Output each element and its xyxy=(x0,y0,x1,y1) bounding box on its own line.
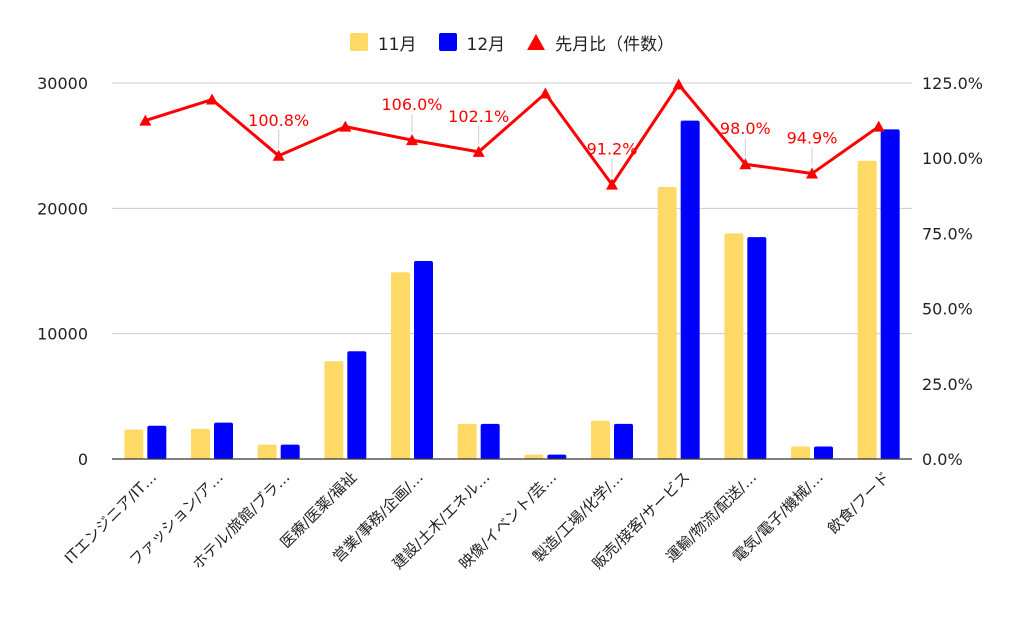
y-right-tick-label: 0.0% xyxy=(922,450,963,469)
bar-11 xyxy=(524,454,544,459)
y-right-tick-label: 125.0% xyxy=(922,74,983,93)
ratio-point-marker xyxy=(606,178,618,190)
ratio-point-marker xyxy=(672,78,685,90)
bar-12 xyxy=(480,423,500,459)
legend-label-ratio: 先月比（件数） xyxy=(555,34,675,55)
bar-12 xyxy=(214,422,233,459)
legend-item-nov[interactable]: 11月 xyxy=(349,30,417,55)
ratio-data-label: 98.0% xyxy=(720,119,771,138)
ratio-point-marker xyxy=(139,114,152,126)
bar-12 xyxy=(614,423,633,459)
legend-item-ratio[interactable]: 先月比（件数） xyxy=(527,30,674,55)
ratio-series-line xyxy=(144,83,880,187)
ratio-point-marker xyxy=(872,120,885,132)
bar-11 xyxy=(457,423,477,459)
bar-11 xyxy=(791,446,810,459)
ratio-point-marker xyxy=(739,158,752,170)
bar-11 xyxy=(591,420,610,459)
bar-12 xyxy=(547,454,567,459)
legend-label-nov: 11月 xyxy=(377,34,417,55)
y-left-tick-label: 20000 xyxy=(37,199,88,218)
bar-12 xyxy=(414,260,433,459)
bar-11 xyxy=(724,233,744,459)
y-right-tick-label: 25.0% xyxy=(922,375,973,394)
ratio-data-label: 94.9% xyxy=(787,129,838,148)
legend-swatch-dec xyxy=(438,33,457,51)
bar-11 xyxy=(124,429,144,459)
ratio-data-label: 100.8% xyxy=(248,111,309,130)
bar-11 xyxy=(857,160,877,459)
y-right-tick-label: 75.0% xyxy=(922,224,973,243)
y-right-tick-label: 50.0% xyxy=(922,300,973,319)
ratio-point-marker xyxy=(406,134,418,146)
y-left-tick-label: 10000 xyxy=(37,325,88,344)
bar-11 xyxy=(324,361,344,459)
legend-item-dec[interactable]: 12月 xyxy=(438,30,506,55)
x-category-label: 飲食/フード xyxy=(824,468,893,537)
bar-11 xyxy=(191,428,210,459)
legend-swatch-nov xyxy=(349,33,368,51)
y-left-tick-label: 0 xyxy=(78,450,88,469)
bar-11 xyxy=(391,272,410,459)
bar-12 xyxy=(280,444,300,459)
y-left-tick-label: 30000 xyxy=(37,74,88,93)
bar-12 xyxy=(747,237,767,459)
ratio-point-marker xyxy=(806,167,818,179)
bar-12 xyxy=(680,120,700,459)
ratio-point-marker xyxy=(339,120,352,132)
chart-legend: 11月 12月 先月比（件数） xyxy=(0,28,1024,56)
legend-label-dec: 12月 xyxy=(466,34,506,55)
ratio-point-marker xyxy=(472,145,485,157)
ratio-data-label: 91.2% xyxy=(587,140,638,159)
ratio-data-label: 102.1% xyxy=(448,107,509,126)
bar-12 xyxy=(814,446,833,459)
bar-12 xyxy=(147,425,167,459)
bar-11 xyxy=(657,187,677,459)
bar-11 xyxy=(257,444,277,459)
y-right-tick-label: 100.0% xyxy=(922,149,983,168)
ratio-point-marker xyxy=(206,93,218,105)
bar-12 xyxy=(347,351,367,459)
ratio-point-marker xyxy=(539,87,552,99)
ratio-point-marker xyxy=(272,149,285,161)
ratio-data-label: 106.0% xyxy=(381,95,442,114)
bar-12 xyxy=(880,129,900,459)
legend-triangle-icon xyxy=(527,34,546,50)
